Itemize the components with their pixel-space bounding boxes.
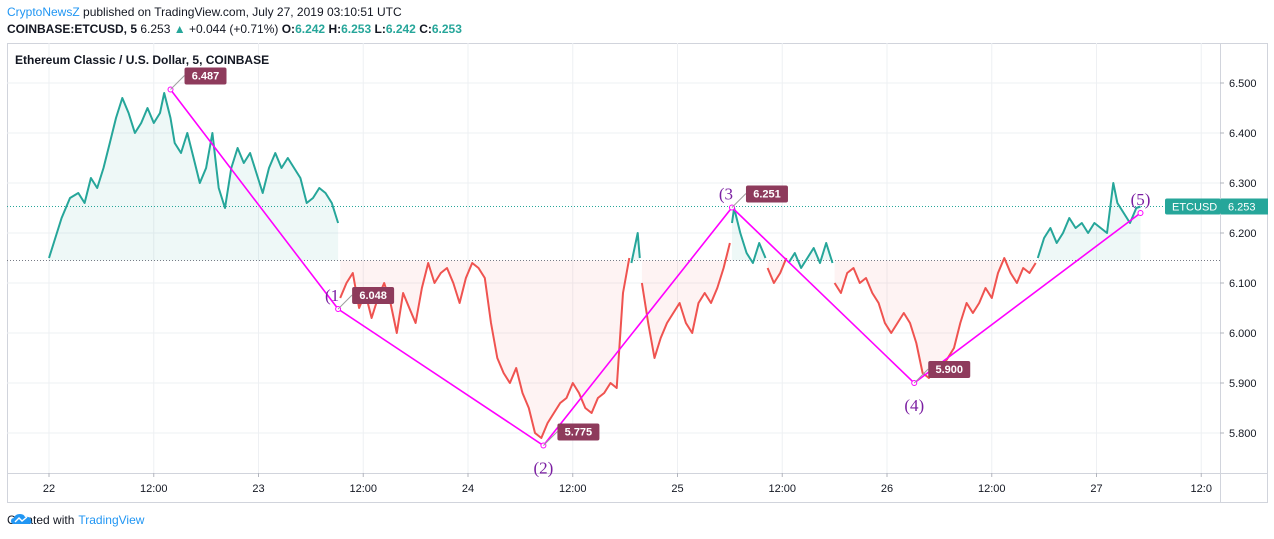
y-tick-label: 6.000	[1229, 328, 1257, 340]
x-tick-label: 23	[252, 483, 264, 495]
price-label-value: 5.900	[935, 364, 963, 376]
price-label-leader	[170, 75, 185, 90]
tradingview-link[interactable]: TradingView	[78, 513, 145, 527]
chart-frame[interactable]: 5.800 5.900 6.000 6.100 6.200 6.300 6.400 6.500…	[7, 43, 1268, 503]
x-tick-label: 25	[671, 483, 683, 495]
series-line	[787, 242, 834, 269]
symbol-label: COINBASE:ETCUSD, 5	[7, 22, 138, 36]
wave-label: (2)	[534, 459, 554, 478]
price-label-leader	[731, 193, 747, 208]
current-price-tag	[1221, 198, 1268, 215]
wave-label: (4)	[904, 396, 924, 415]
x-tick-label: 12:00	[559, 483, 587, 495]
published-text: published on TradingView.com, July 27, 2…	[79, 5, 402, 19]
x-tick-label: 12:00	[768, 483, 796, 495]
price-label-box	[928, 361, 971, 378]
symbol-tag-label: ETCUSD	[1172, 202, 1217, 214]
chart-border	[7, 43, 1268, 503]
series-area	[340, 258, 630, 438]
series-line	[1036, 182, 1141, 259]
open-label: O:	[281, 22, 296, 36]
price-change: +0.044 (+0.71%)	[188, 22, 279, 36]
low-value: 6.242	[385, 22, 416, 36]
series-line	[640, 242, 731, 359]
chart-title: Ethereum Classic / U.S. Dollar, 5, COINB…	[15, 53, 269, 67]
y-tick-label: 5.900	[1229, 378, 1257, 390]
series-line	[630, 232, 641, 264]
series-area	[731, 208, 766, 263]
series-area	[834, 258, 1036, 378]
wave-label: (1	[325, 286, 339, 305]
wave-pattern-line	[169, 89, 1141, 447]
current-price-value: 6.253	[1228, 202, 1256, 214]
x-tick-label: 12:00	[978, 483, 1006, 495]
high-label: H:	[328, 22, 342, 36]
symbol-tag	[1165, 198, 1221, 215]
publish-info: CryptoNewsZ published on TradingView.com…	[7, 5, 402, 19]
wave-label: (5)	[1131, 190, 1151, 209]
y-tick-label: 6.100	[1229, 278, 1257, 290]
last-price: 6.253	[140, 22, 171, 36]
y-tick-label: 6.200	[1229, 228, 1257, 240]
x-tick-label: 12:00	[349, 483, 377, 495]
price-chart[interactable]: 5.800 5.900 6.000 6.100 6.200 6.300 6.400 6.500…	[7, 43, 1268, 503]
series-area	[49, 93, 339, 261]
y-tick-label: 6.300	[1229, 178, 1257, 190]
wave-label: (3	[719, 185, 733, 204]
price-label-value: 6.048	[359, 290, 387, 302]
series-line	[48, 92, 340, 259]
price-label-box	[745, 185, 788, 203]
footer: Created with TradingView	[7, 513, 144, 527]
series-area	[1037, 183, 1141, 261]
x-tick-label: 24	[462, 483, 474, 495]
price-label-leader	[913, 368, 929, 384]
price-label-value: 6.251	[753, 189, 781, 201]
y-tick-label: 6.500	[1229, 78, 1257, 90]
x-tick-label: 12:0	[1191, 483, 1212, 495]
series-line	[766, 257, 788, 284]
x-tick-label: 27	[1090, 483, 1102, 495]
low-label: L:	[374, 22, 386, 36]
tradingview-cloud-icon	[11, 514, 32, 524]
open-value: 6.242	[295, 22, 326, 36]
price-label-box	[352, 287, 395, 304]
price-label-value: 6.487	[192, 71, 220, 83]
symbol-info: COINBASE:ETCUSD, 5 6.253 ▲ +0.044 (+0.71…	[7, 22, 462, 36]
close-value: 6.253	[431, 22, 462, 36]
price-label-value: 5.775	[565, 427, 593, 439]
price-label-leader	[337, 294, 353, 310]
x-tick-label: 26	[881, 483, 893, 495]
x-tick-label: 12:00	[140, 483, 168, 495]
price-label-box	[184, 67, 227, 85]
close-label: C:	[419, 22, 432, 36]
price-label-leader	[543, 431, 558, 446]
y-tick-label: 6.400	[1229, 128, 1257, 140]
author-link[interactable]: CryptoNewsZ	[7, 5, 80, 19]
up-arrow-icon: ▲	[173, 22, 186, 36]
price-label-box	[557, 423, 600, 441]
y-tick-label: 5.800	[1229, 428, 1257, 440]
high-value: 6.253	[341, 22, 372, 36]
wave-point	[1137, 210, 1144, 216]
x-tick-label: 22	[43, 483, 55, 495]
